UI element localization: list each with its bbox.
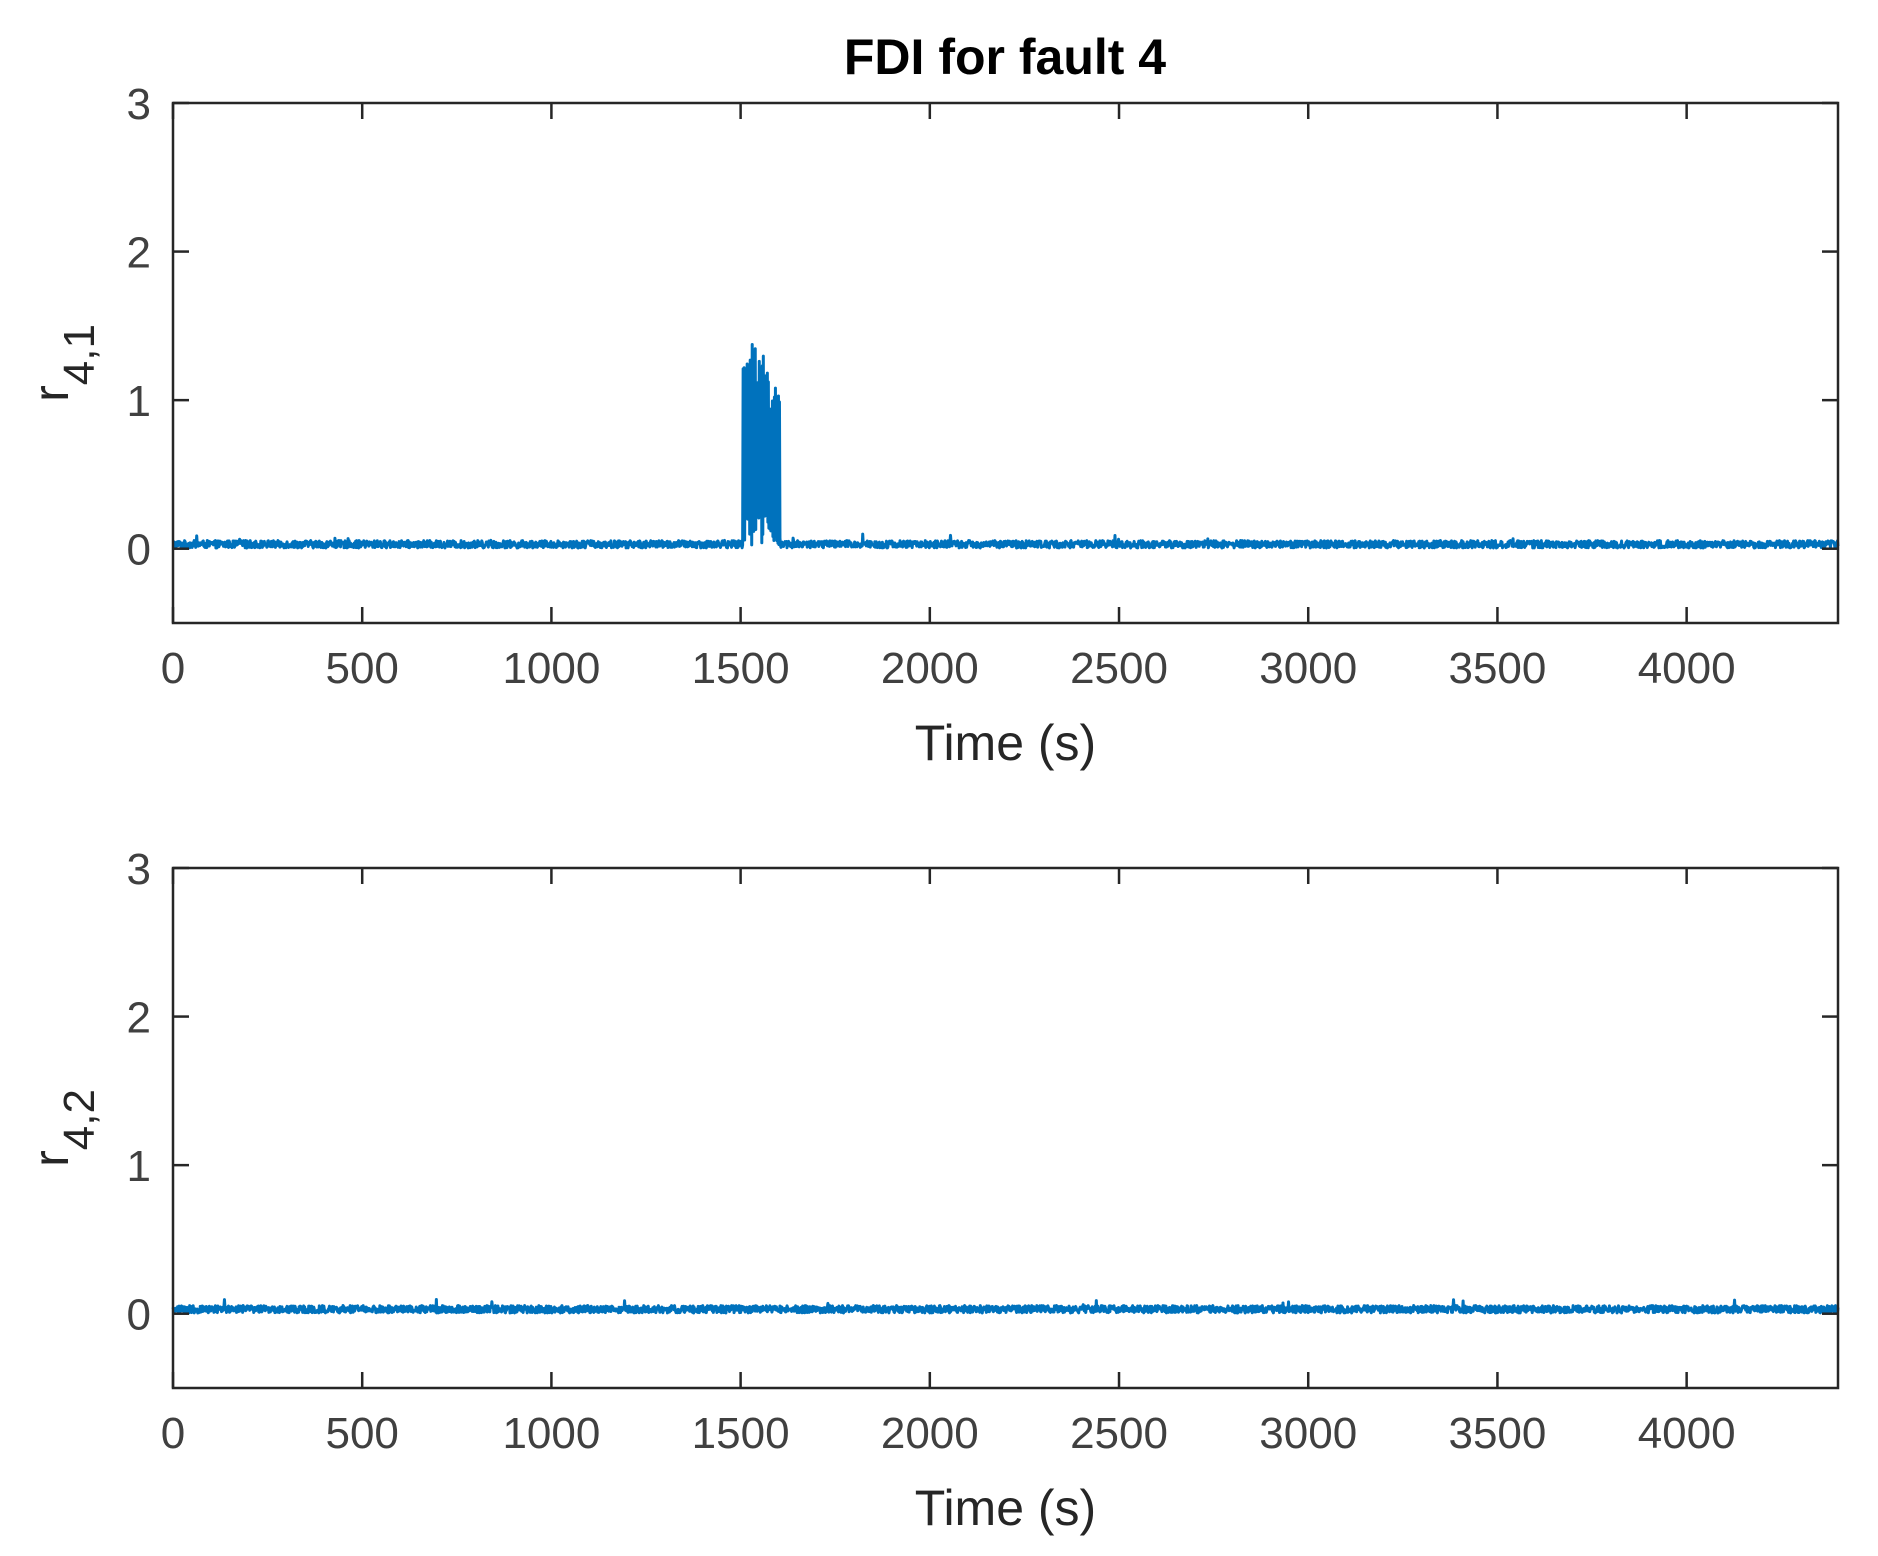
x-tick-label: 3000	[1259, 644, 1357, 693]
y-tick-label: 0	[127, 1291, 151, 1340]
x-tick-label: 1000	[502, 1409, 600, 1458]
x-tick-label: 2500	[1070, 1409, 1168, 1458]
axes-frame	[171, 101, 1840, 625]
y-axis-label: r4,1	[23, 324, 104, 402]
y-tick-label: 1	[127, 1142, 151, 1191]
subplot-top: 0 500 1000 1500 2000 2500 3000 3500 4000 0 1 2 3 Time…	[23, 80, 1840, 771]
x-tick-label: 4000	[1638, 1409, 1736, 1458]
x-tick-label: 1500	[692, 1409, 790, 1458]
y-tick-label: 2	[127, 229, 151, 278]
y-tick-label: 0	[127, 526, 151, 575]
y-tick-label: 3	[127, 845, 151, 894]
x-tick-label: 2500	[1070, 644, 1168, 693]
x-axis-label: Time (s)	[915, 1480, 1096, 1536]
axes-frame	[171, 866, 1840, 1390]
x-tick-label: 3000	[1259, 1409, 1357, 1458]
x-tick-label: 3500	[1448, 1409, 1546, 1458]
y-tick-label: 1	[127, 377, 151, 426]
y-tick-label: 3	[127, 80, 151, 129]
x-tick-label: 3500	[1448, 644, 1546, 693]
series-line-r42	[171, 1298, 1840, 1315]
y-tick-label: 2	[127, 994, 151, 1043]
series-line-r41	[172, 343, 1840, 550]
x-tick-label: 2000	[881, 1409, 979, 1458]
chart-title: FDI for fault 4	[844, 29, 1166, 85]
y-axis-label: r4,2	[23, 1089, 104, 1167]
x-tick-label: 500	[325, 1409, 398, 1458]
x-tick-label: 1000	[502, 644, 600, 693]
x-tick-label: 1500	[692, 644, 790, 693]
x-tick-label: 0	[161, 1409, 185, 1458]
x-tick-label: 2000	[881, 644, 979, 693]
x-axis-label: Time (s)	[915, 715, 1096, 771]
x-tick-label: 4000	[1638, 644, 1736, 693]
subplot-bottom: 0 500 1000 1500 2000 2500 3000 3500 4000 0 1 2 3 Time…	[23, 845, 1840, 1536]
x-tick-label: 0	[161, 644, 185, 693]
x-tick-label: 500	[325, 644, 398, 693]
